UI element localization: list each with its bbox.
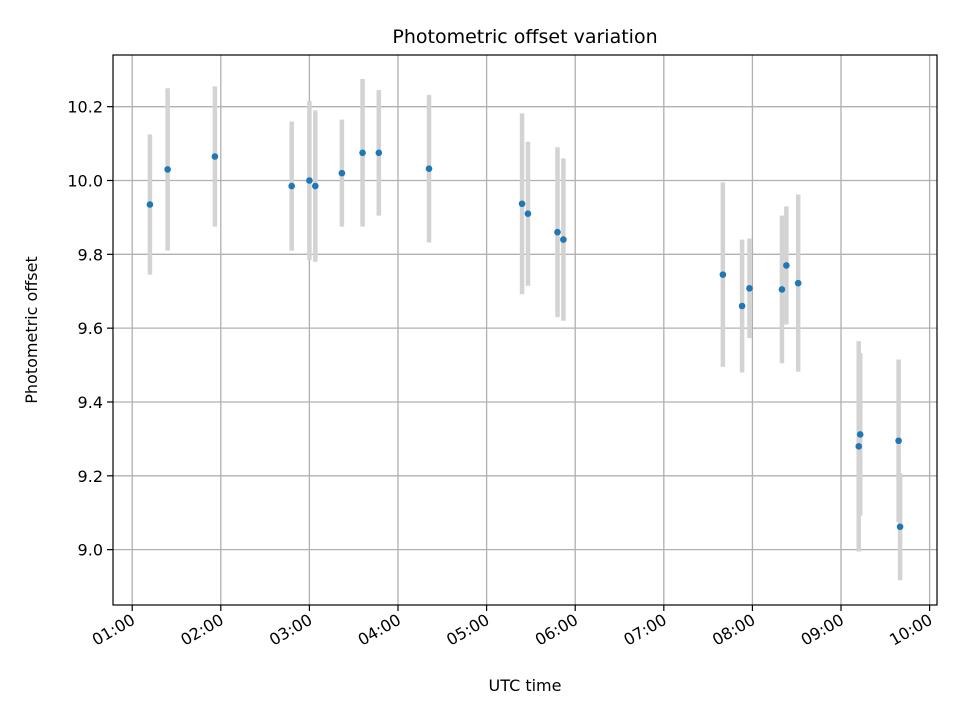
data-point (306, 177, 313, 184)
data-point (425, 165, 433, 172)
x-axis-label: UTC time (489, 676, 562, 695)
data-point (746, 284, 753, 292)
y-tick-label: 10.2 (67, 98, 103, 117)
y-axis-ticks: 9.0 9.2 9.4 9.6 9.8 10.0 10.2 (67, 98, 113, 560)
y-tick-label: 9.2 (78, 467, 103, 486)
y-tick-label: 9.0 (78, 541, 103, 560)
data-point (896, 523, 904, 531)
data-point (312, 182, 319, 190)
data-point (738, 302, 746, 310)
data-point (895, 437, 902, 445)
data-point (524, 210, 532, 218)
data-point (560, 236, 567, 243)
data-point (855, 442, 863, 450)
data-point (338, 169, 346, 177)
data-point (359, 149, 366, 157)
data-point (518, 200, 526, 208)
y-tick-label: 9.4 (78, 393, 103, 412)
plot-frame (112, 54, 938, 606)
data-point (554, 228, 561, 236)
y-tick-label: 10.0 (67, 172, 103, 191)
chart-title: Photometric offset variation (392, 26, 657, 48)
y-tick-label: 9.8 (78, 245, 103, 264)
data-point (211, 153, 219, 160)
data-point (719, 271, 727, 278)
data-point (146, 201, 154, 208)
data-points (146, 149, 904, 531)
y-tick-label: 9.6 (78, 319, 103, 338)
y-axis-label: Photometric offset (22, 256, 41, 404)
data-point (856, 431, 864, 438)
data-point (164, 166, 171, 173)
data-point (794, 279, 802, 287)
data-point (288, 182, 295, 190)
data-point (375, 149, 383, 157)
data-point (778, 286, 786, 293)
data-point (783, 262, 790, 269)
